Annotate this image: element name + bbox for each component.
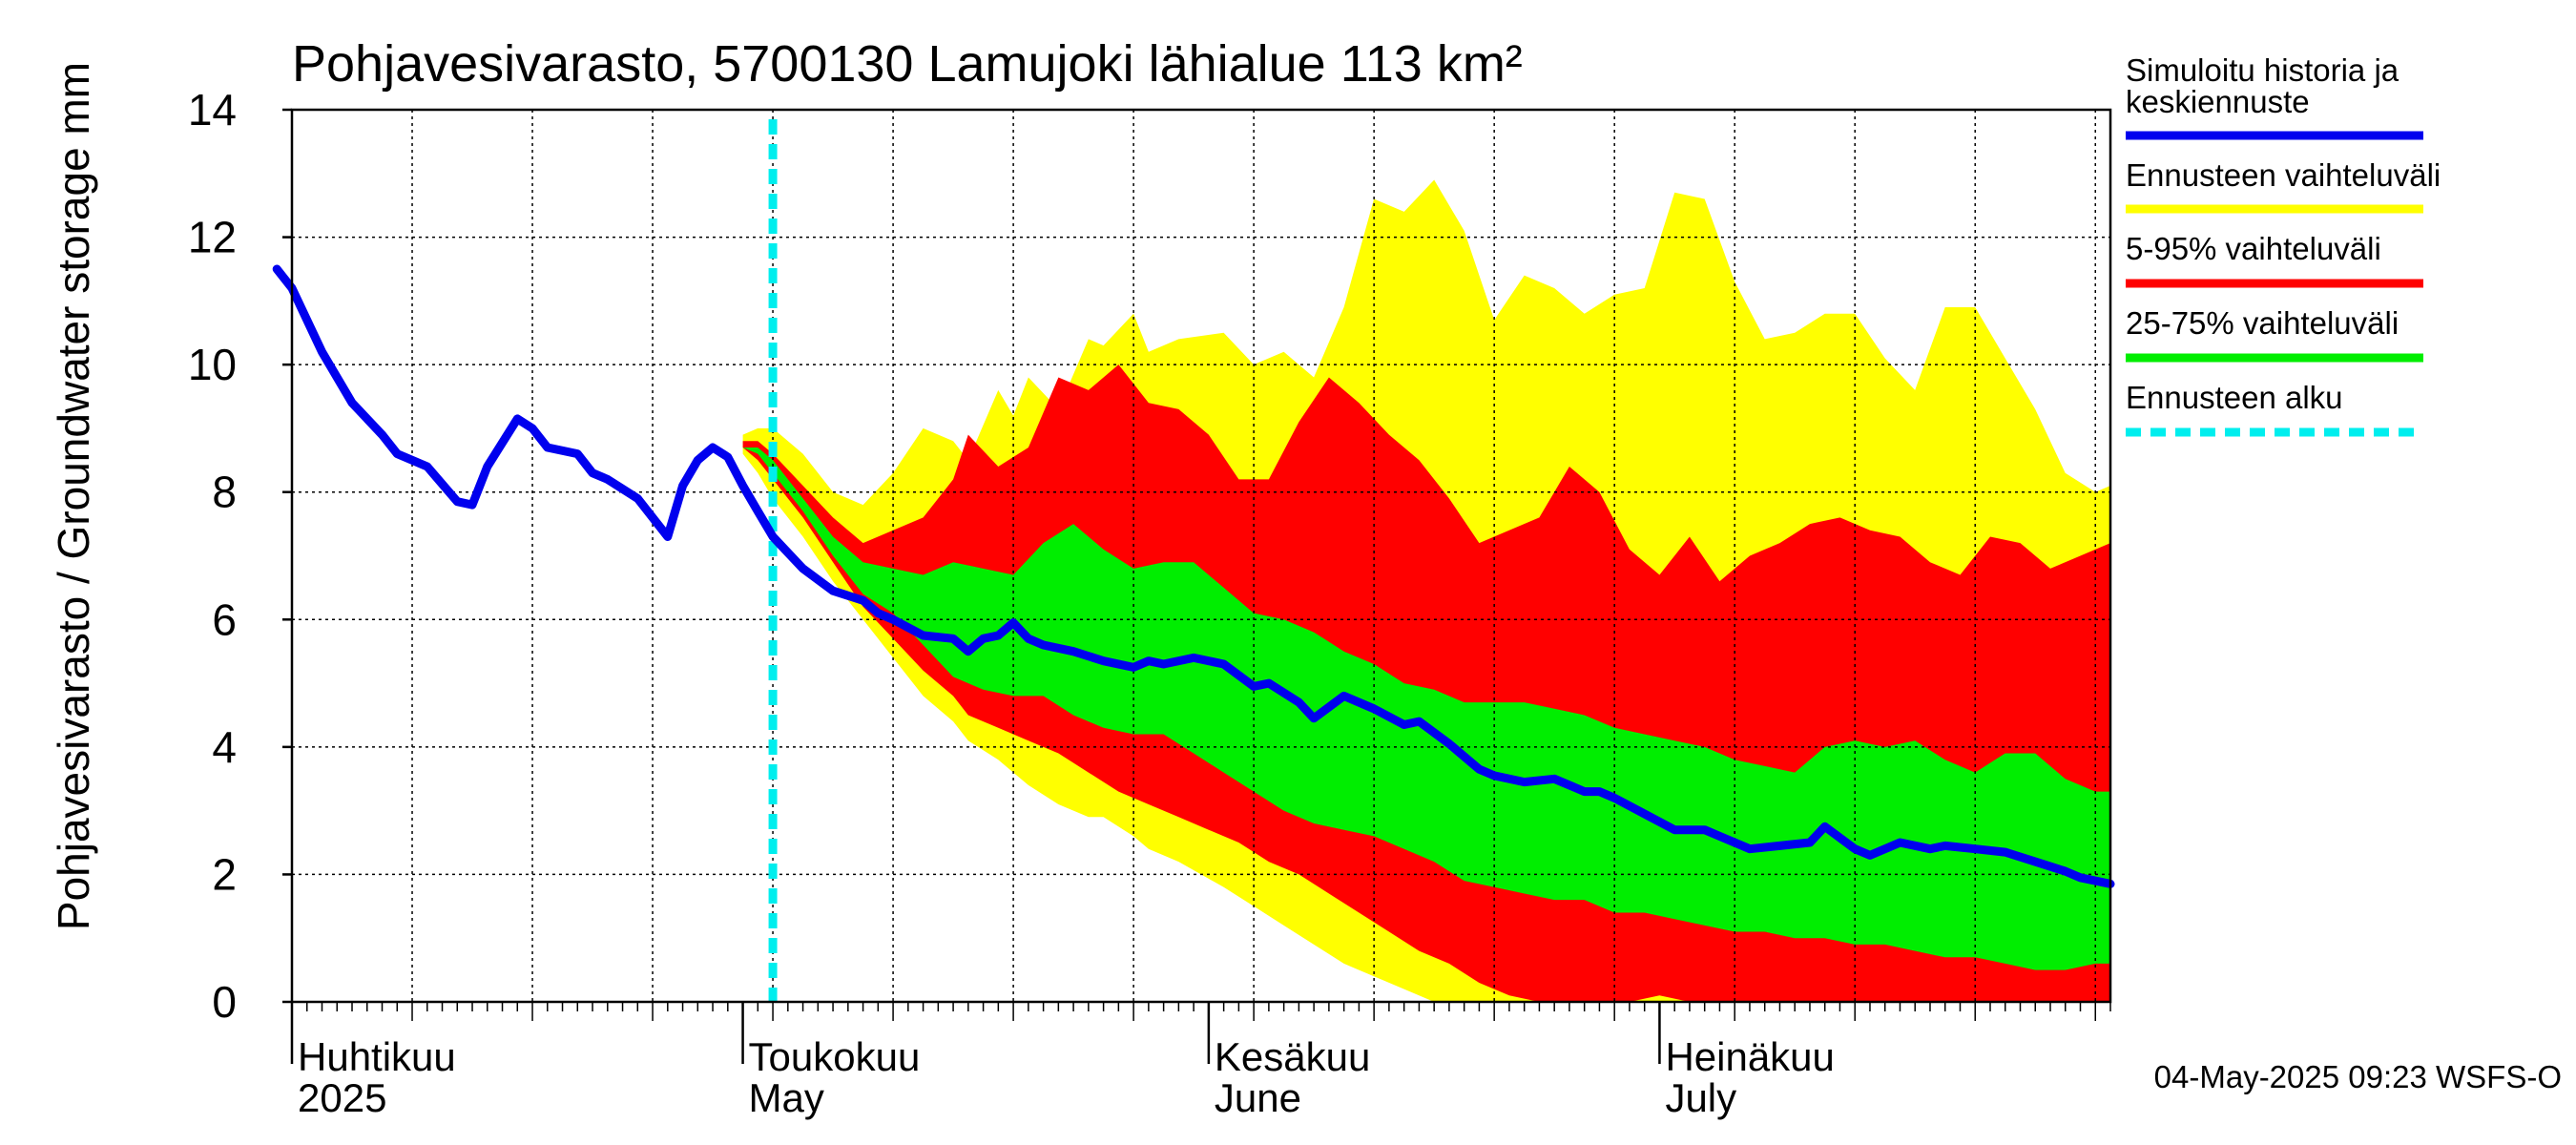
month-label-fi: Toukokuu xyxy=(749,1034,921,1079)
plot-frame xyxy=(290,108,2112,1004)
y-tick-label: 2 xyxy=(212,849,237,899)
legend-label: Ennusteen vaihteluväli xyxy=(2126,157,2441,193)
timestamp: 04-May-2025 09:23 WSFS-O xyxy=(2154,1059,2562,1094)
chart-title: Pohjavesivarasto, 5700130 Lamujoki lähia… xyxy=(292,35,1523,93)
y-tick-label: 12 xyxy=(188,213,237,262)
legend-label: Simuloitu historia ja xyxy=(2126,52,2399,88)
y-tick-label: 4 xyxy=(212,722,237,772)
month-label-en: July xyxy=(1665,1075,1736,1120)
forecast-bands xyxy=(742,179,2110,1003)
legend-label: 5-95% vaihteluväli xyxy=(2126,231,2381,266)
month-label-en: June xyxy=(1215,1075,1301,1120)
month-label-en: 2025 xyxy=(298,1075,386,1120)
month-label-fi: Kesäkuu xyxy=(1215,1034,1370,1079)
legend-label: keskiennuste xyxy=(2126,84,2310,119)
y-axis-label: Pohjavesivarasto / Groundwater storage m… xyxy=(49,62,98,930)
plot-border xyxy=(290,108,2112,1004)
month-label-fi: Heinäkuu xyxy=(1665,1034,1834,1079)
y-tick-label: 14 xyxy=(188,85,237,135)
month-label-en: May xyxy=(749,1075,824,1120)
month-label-fi: Huhtikuu xyxy=(298,1034,456,1079)
y-tick-label: 6 xyxy=(212,594,237,644)
band-3 xyxy=(742,448,2110,970)
mean-line xyxy=(272,264,2115,888)
mean-series xyxy=(272,264,2115,888)
legend-label: Ennusteen alku xyxy=(2126,380,2343,415)
legend-label: 25-75% vaihteluväli xyxy=(2126,305,2399,341)
y-axis-ticks: 0 2 4 6 8 10 12 14 xyxy=(188,85,292,1027)
x-axis-ticks xyxy=(290,1002,2111,1064)
y-tick-label: 10 xyxy=(188,340,237,389)
y-tick-label: 0 xyxy=(212,977,237,1027)
y-tick-label: 8 xyxy=(212,468,237,517)
